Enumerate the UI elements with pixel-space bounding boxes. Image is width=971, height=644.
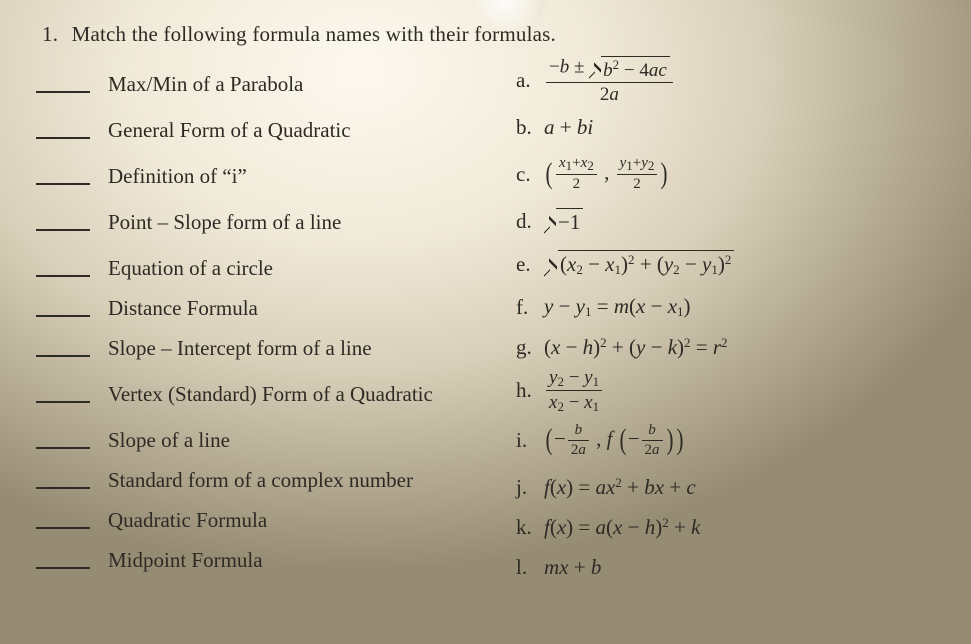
answer-blank[interactable] (36, 487, 90, 489)
formula-c: c. ( x1+x2 2 , y1+y2 2 ) (516, 147, 937, 201)
formula-a: a. −b ± b2 − 4ac 2a (516, 53, 937, 107)
formula-h: h. y2 − y1 x2 − x1 (516, 367, 937, 413)
answer-blank[interactable] (36, 355, 90, 357)
name-def-i: Definition of “i” (108, 164, 247, 191)
formula-letter: c. (516, 162, 544, 187)
answer-blank[interactable] (36, 275, 90, 277)
formula-letter: g. (516, 335, 544, 360)
name-circle: Equation of a circle (108, 256, 273, 283)
formula-j: j. f(x) = ax2 + bx + c (516, 467, 937, 507)
formula-letter: h. (516, 378, 544, 403)
question-text: Match the following formula names with t… (72, 22, 556, 46)
answer-blank[interactable] (36, 137, 90, 139)
answer-blank[interactable] (36, 567, 90, 569)
answer-blank[interactable] (36, 183, 90, 185)
formulas-column: a. −b ± b2 − 4ac 2a b. a + bi c. (502, 53, 937, 587)
formula-l: l. mx + b (516, 547, 937, 587)
answer-blank[interactable] (36, 401, 90, 403)
formula-letter: l. (516, 555, 544, 580)
answer-blank[interactable] (36, 91, 90, 93)
formula-d: d. −1 (516, 201, 937, 241)
names-column: Max/Min of a Parabola General Form of a … (92, 53, 502, 587)
name-slope-int: Slope – Intercept form of a line (108, 336, 372, 363)
formula-letter: f. (516, 295, 544, 320)
formula-letter: a. (516, 68, 544, 93)
worksheet-page: 1. Match the following formula names wit… (0, 0, 971, 587)
name-midpoint: Midpoint Formula (108, 548, 263, 575)
name-general-quad: General Form of a Quadratic (108, 118, 351, 145)
formula-letter: d. (516, 209, 544, 234)
name-distance: Distance Formula (108, 296, 258, 323)
question-number: 1. (42, 22, 58, 46)
formula-i: i. (− b2a , f (− b2a )) (516, 413, 937, 467)
name-vertex-quad: Vertex (Standard) Form of a Quadratic (108, 382, 433, 409)
answer-blank[interactable] (36, 229, 90, 231)
answer-blank[interactable] (36, 315, 90, 317)
name-max-min: Max/Min of a Parabola (108, 72, 303, 99)
question-prompt: 1. Match the following formula names wit… (42, 22, 937, 47)
answer-blank[interactable] (36, 527, 90, 529)
formula-letter: i. (516, 428, 544, 453)
formula-k: k. f(x) = a(x − h)2 + k (516, 507, 937, 547)
name-std-complex: Standard form of a complex number (108, 468, 413, 495)
formula-e: e. (x2 − x1)2 + (y2 − y1)2 (516, 241, 937, 287)
answer-blank[interactable] (36, 447, 90, 449)
name-quad-formula: Quadratic Formula (108, 508, 267, 535)
formula-f: f. y − y1 = m(x − x1) (516, 287, 937, 327)
formula-letter: j. (516, 475, 544, 500)
name-point-slope: Point – Slope form of a line (108, 210, 341, 237)
formula-letter: k. (516, 515, 544, 540)
formula-letter: e. (516, 252, 544, 277)
formula-letter: b. (516, 115, 544, 140)
formula-b: b. a + bi (516, 107, 937, 147)
name-slope-line: Slope of a line (108, 428, 230, 455)
formula-g: g. (x − h)2 + (y − k)2 = r2 (516, 327, 937, 367)
